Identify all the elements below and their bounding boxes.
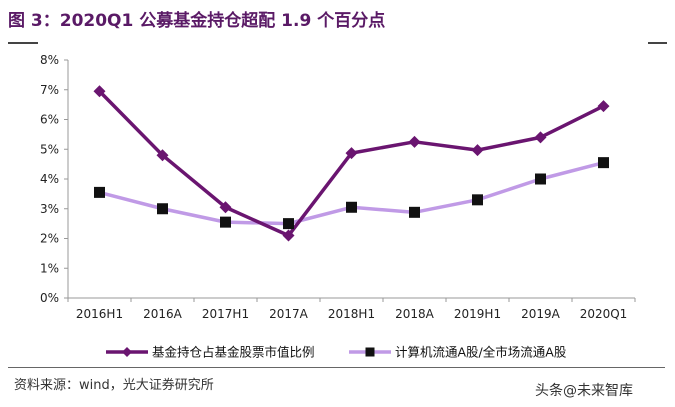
y-tick-label: 3% xyxy=(40,202,59,216)
x-tick-label: 2018A xyxy=(395,307,435,321)
title-underline xyxy=(8,42,38,44)
chart-title: 图 3：2020Q1 公募基金持仓超配 1.9 个百分点 xyxy=(8,11,386,31)
series-fund-holding-line xyxy=(98,90,605,238)
watermark-prefix: 头条 xyxy=(535,383,563,399)
data-point-diamond xyxy=(471,144,484,157)
title-underline-right xyxy=(648,42,667,44)
watermark: 头条 @未来智库 xyxy=(535,380,633,400)
legend-label: 计算机流通A股/全市场流通A股 xyxy=(395,345,567,360)
data-point-diamond xyxy=(93,85,106,98)
data-point-diamond xyxy=(597,100,610,113)
y-tick-label: 1% xyxy=(40,261,59,275)
legend-item-fund-holding: 基金持仓占基金股票市值比例 xyxy=(106,345,315,360)
data-point-square xyxy=(94,186,105,198)
series-layer xyxy=(93,85,610,242)
y-tick-label: 8% xyxy=(40,53,59,67)
watermark-handle: @未来智库 xyxy=(563,383,633,399)
series-fund-holding-markers xyxy=(93,85,610,242)
data-point-diamond xyxy=(534,131,547,144)
series-float-share-line xyxy=(99,160,604,226)
data-point-square xyxy=(220,216,231,228)
x-tick-label: 2017A xyxy=(269,307,309,321)
x-tick-label: 2016H1 xyxy=(76,307,123,321)
x-tick-label: 2018H1 xyxy=(328,307,375,321)
data-point-diamond xyxy=(282,229,295,242)
x-tick-label: 2016A xyxy=(143,307,183,321)
x-tick-labels: 2016H1 2016A 2017H1 2017A 2018H1 2018A 2019H1 2… xyxy=(67,298,636,321)
y-tick-labels: 0% 1% 2% 3% 4% 5% 6% 7% 8% xyxy=(40,53,68,305)
y-tick-label: 0% xyxy=(40,291,59,305)
source-note: 资料来源：wind，光大证券研究所 xyxy=(14,378,214,393)
legend-label: 基金持仓占基金股票市值比例 xyxy=(152,345,315,360)
chart-legend: 基金持仓占基金股票市值比例 计算机流通A股/全市场流通A股 xyxy=(106,345,567,360)
data-point-square xyxy=(157,203,168,215)
data-point-square xyxy=(346,201,357,213)
data-point-square xyxy=(409,206,420,218)
y-tick-label: 4% xyxy=(40,172,59,186)
legend-swatch-marker xyxy=(365,347,375,357)
data-point-square xyxy=(598,157,609,169)
chart-axes: 0% 1% 2% 3% 4% 5% 6% 7% 8% 2016H1 2016A 2017H1 2017A… xyxy=(40,53,636,321)
data-point-diamond xyxy=(219,201,232,214)
x-tick-label: 2019A xyxy=(521,307,561,321)
y-tick-label: 7% xyxy=(40,83,59,97)
y-tick-label: 2% xyxy=(40,232,59,246)
y-tick-label: 6% xyxy=(40,113,59,127)
data-point-diamond xyxy=(408,135,421,148)
data-point-square xyxy=(535,173,546,185)
series-float-share-markers xyxy=(94,157,609,230)
x-tick-label: 2019H1 xyxy=(454,307,501,321)
x-tick-label: 2017H1 xyxy=(202,307,249,321)
legend-item-float-share: 计算机流通A股/全市场流通A股 xyxy=(349,345,567,360)
legend-swatch-marker xyxy=(122,347,132,357)
data-point-square xyxy=(283,218,294,230)
data-point-diamond xyxy=(345,147,358,160)
series-line xyxy=(99,160,604,226)
x-tick-label: 2020Q1 xyxy=(580,307,628,321)
y-tick-label: 5% xyxy=(40,142,59,156)
series-line xyxy=(98,90,605,238)
footer-divider xyxy=(8,367,665,368)
data-point-diamond xyxy=(156,149,169,162)
data-point-square xyxy=(472,194,483,206)
